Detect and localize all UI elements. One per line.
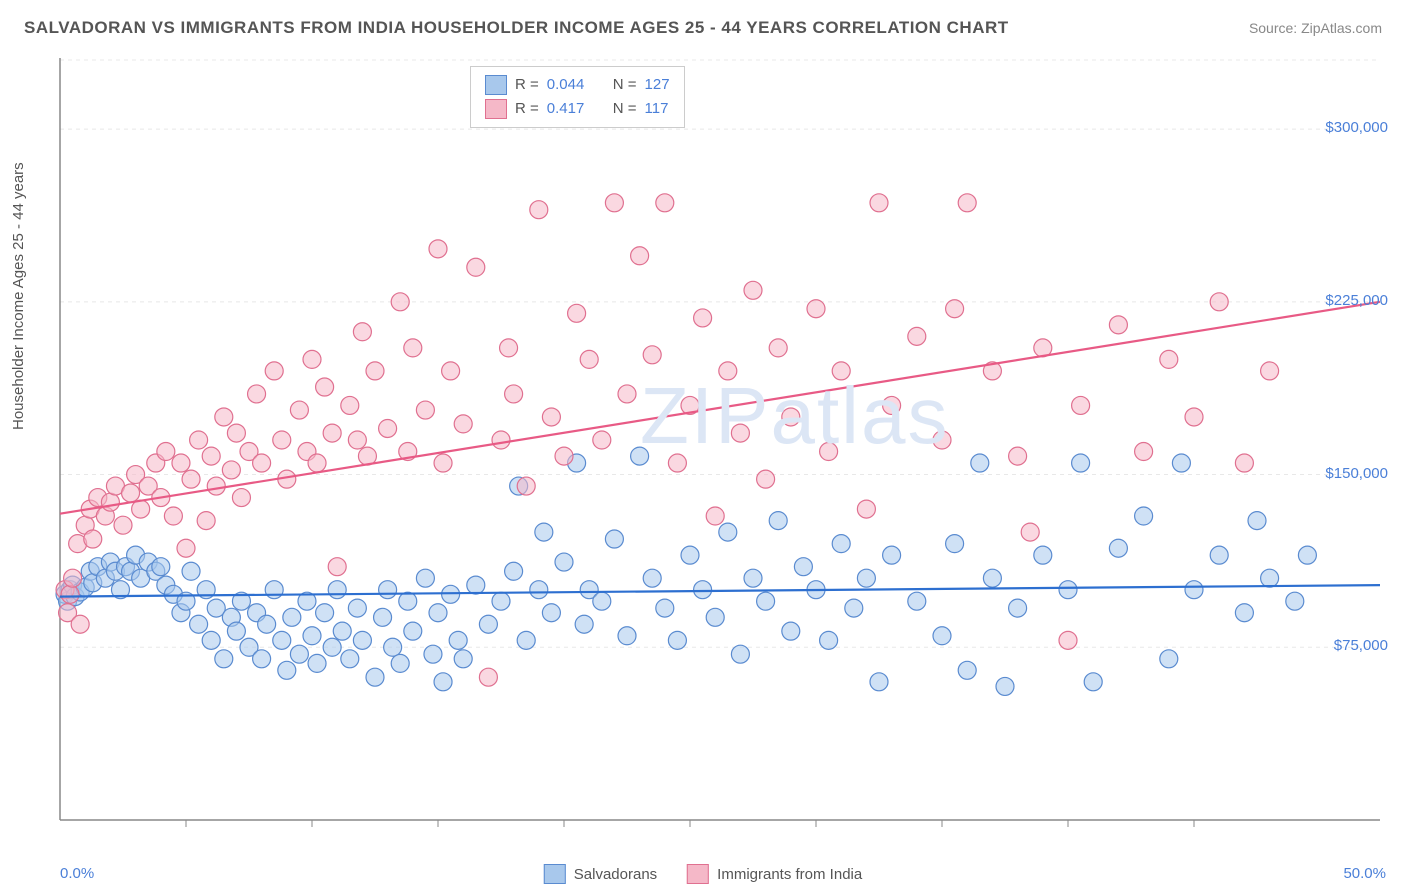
r-label: R = [515,73,539,97]
n-value: 127 [645,73,670,97]
source-label: Source: ZipAtlas.com [1249,20,1382,36]
swatch-icon [485,75,507,95]
swatch-icon [485,99,507,119]
y-axis-label: Householder Income Ages 25 - 44 years [10,162,27,430]
scatter-chart [0,0,1406,892]
legend-label: Immigrants from India [717,866,862,883]
y-tick-label: $150,000 [1325,465,1388,482]
series-legend: Salvadorans Immigrants from India [544,864,862,884]
legend-item: Salvadorans [544,864,657,884]
legend-item: Immigrants from India [687,864,862,884]
swatch-icon [687,864,709,884]
legend-label: Salvadorans [574,866,657,883]
legend-row: R = 0.044 N = 127 [485,73,670,97]
legend-row: R = 0.417 N = 117 [485,97,670,121]
correlation-legend: R = 0.044 N = 127 R = 0.417 N = 117 [470,66,685,128]
y-tick-label: $225,000 [1325,292,1388,309]
n-label: N = [613,97,637,121]
y-tick-label: $300,000 [1325,119,1388,136]
y-tick-label: $75,000 [1334,637,1388,654]
x-tick-min: 0.0% [60,865,94,882]
r-value: 0.417 [547,97,595,121]
r-label: R = [515,97,539,121]
r-value: 0.044 [547,73,595,97]
swatch-icon [544,864,566,884]
n-value: 117 [645,97,669,121]
n-label: N = [613,73,637,97]
chart-title: SALVADORAN VS IMMIGRANTS FROM INDIA HOUS… [24,18,1009,38]
x-tick-max: 50.0% [1343,865,1386,882]
